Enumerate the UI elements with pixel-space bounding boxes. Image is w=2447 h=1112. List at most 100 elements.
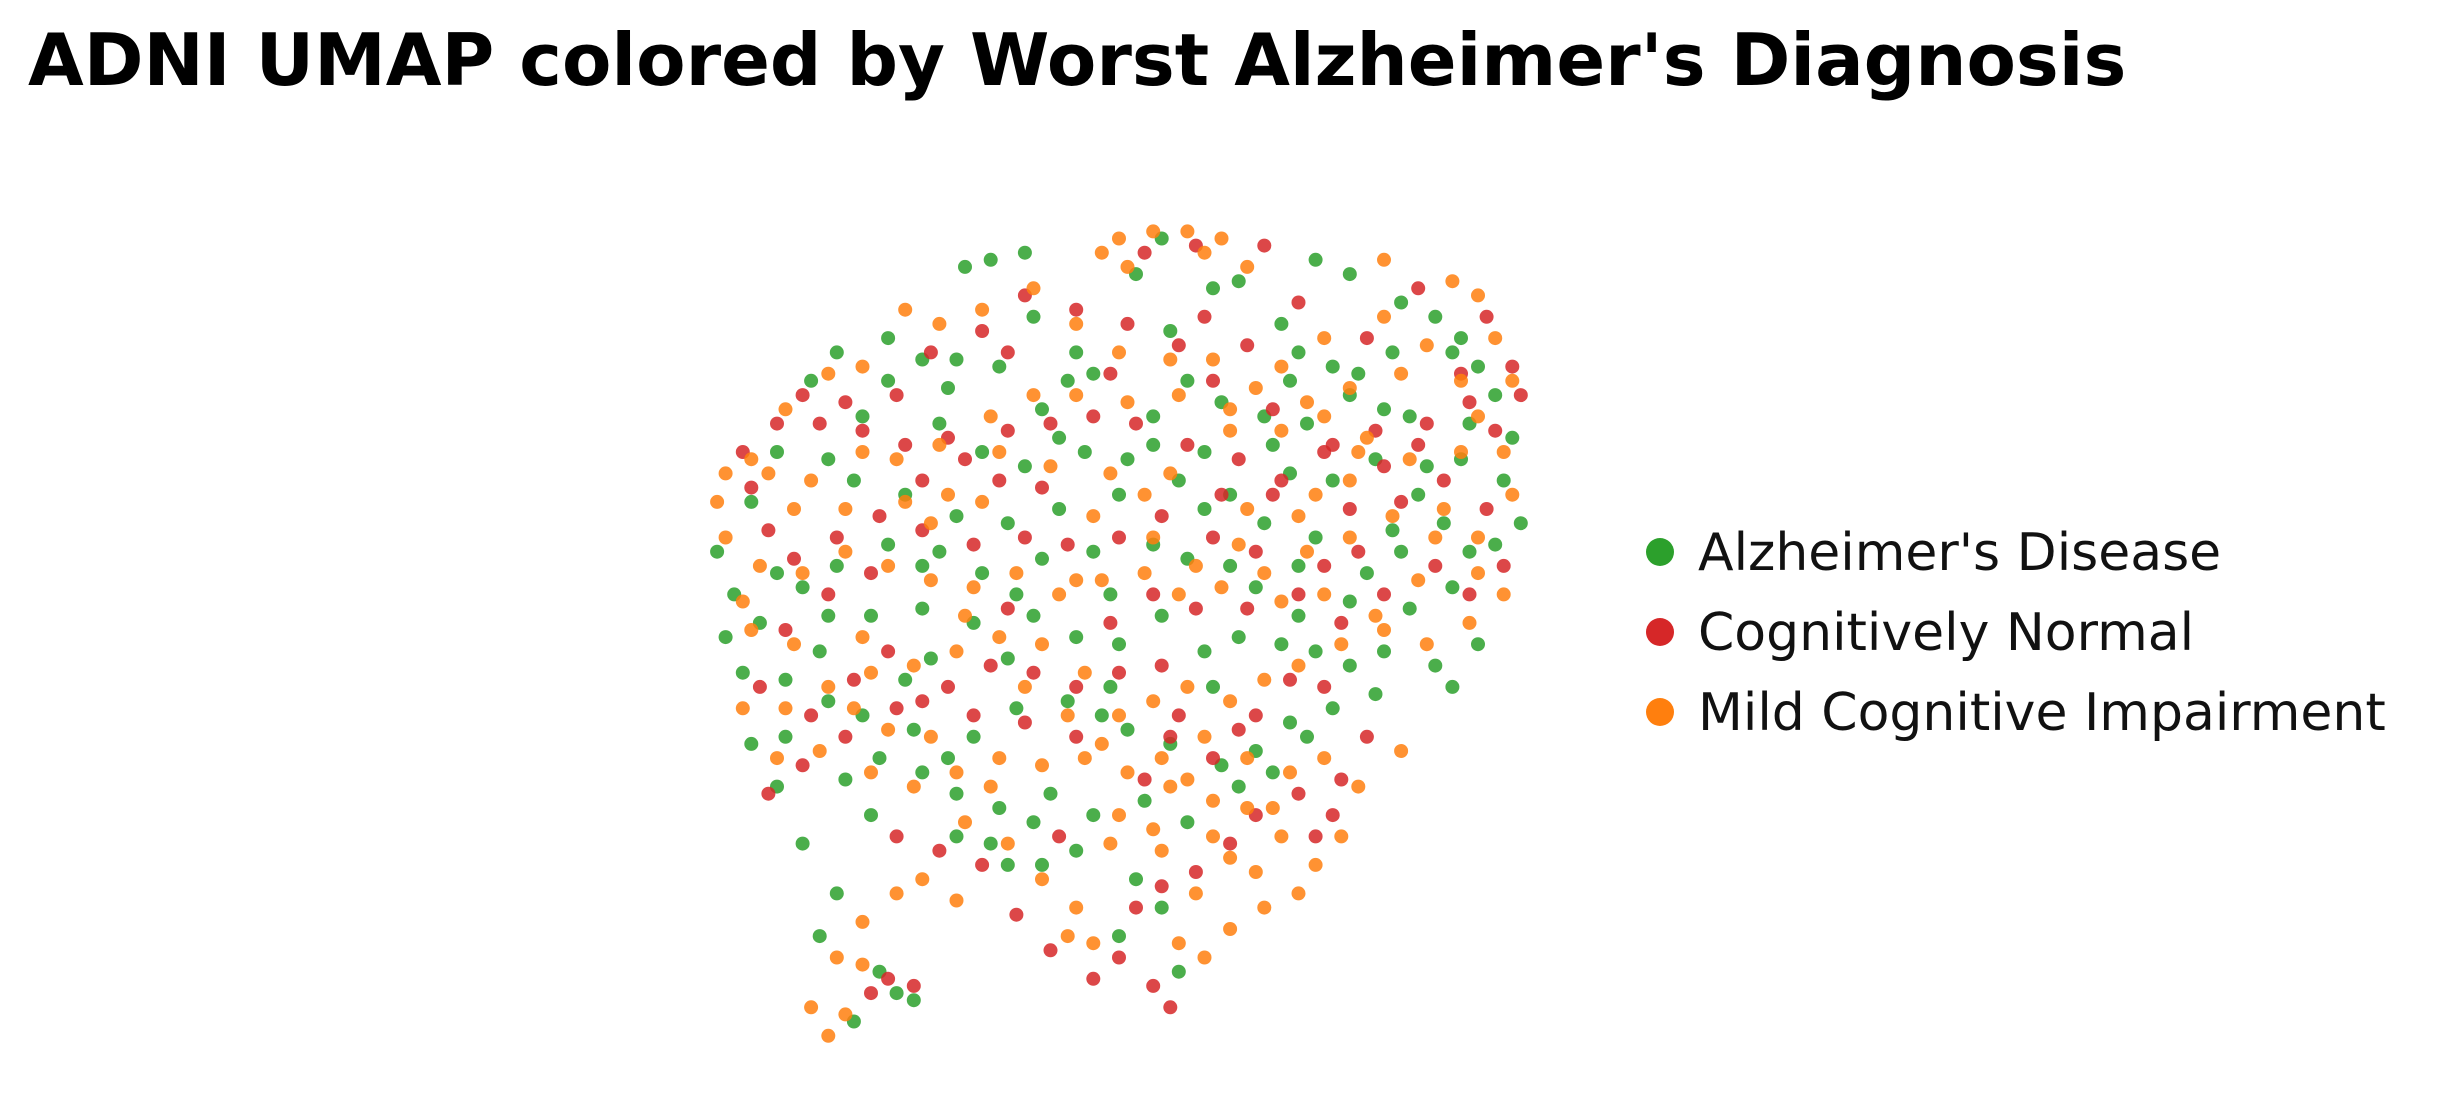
data-point: [872, 751, 887, 766]
data-point: [1257, 566, 1272, 581]
data-point: [898, 494, 913, 509]
data-point: [1274, 359, 1289, 374]
data-point: [1069, 573, 1084, 588]
data-point: [1505, 359, 1520, 374]
data-point: [1086, 808, 1101, 823]
data-point: [915, 694, 930, 709]
data-point: [1094, 245, 1109, 260]
data-point: [1342, 473, 1357, 488]
data-point: [744, 623, 759, 637]
data-point: [1308, 252, 1323, 267]
data-point: [744, 494, 759, 509]
data-point: [812, 644, 827, 659]
data-point: [770, 416, 784, 431]
data-point: [992, 801, 1007, 815]
data-point: [1488, 331, 1503, 346]
data-point: [846, 672, 861, 687]
data-point: [1291, 608, 1306, 623]
data-point: [1274, 423, 1289, 438]
data-point: [838, 1007, 853, 1022]
data-point: [1411, 573, 1426, 588]
legend: Alzheimer's Disease Cognitively Normal Mil…: [1646, 523, 2386, 743]
data-point: [804, 708, 819, 723]
data-point: [1394, 544, 1409, 559]
data-point: [906, 978, 921, 993]
data-point: [1086, 509, 1101, 524]
data-point: [1368, 608, 1383, 623]
data-point: [1496, 587, 1511, 602]
data-point: [1137, 487, 1152, 502]
data-point: [821, 452, 836, 467]
data-point: [1240, 801, 1255, 815]
data-point: [1009, 587, 1024, 602]
data-point: [1291, 587, 1306, 602]
data-point: [787, 502, 801, 516]
data-point: [1471, 566, 1485, 581]
data-point: [1342, 658, 1357, 673]
data-point: [1154, 900, 1169, 915]
data-point: [1206, 793, 1220, 808]
data-point: [1077, 445, 1092, 459]
data-point: [1342, 530, 1357, 545]
data-point: [1052, 430, 1067, 445]
data-point: [1300, 416, 1314, 431]
data-point: [744, 736, 759, 751]
data-point: [1300, 544, 1314, 559]
data-point: [1188, 558, 1203, 573]
data-point: [1231, 537, 1246, 552]
data-point: [1017, 459, 1032, 474]
data-point: [855, 957, 870, 972]
data-point: [1377, 309, 1391, 324]
data-point: [1445, 274, 1460, 289]
data-point: [975, 324, 990, 338]
data-point: [787, 551, 801, 566]
data-point: [1308, 857, 1323, 872]
data-point: [1351, 544, 1366, 559]
data-point: [1334, 829, 1349, 844]
data-point: [1214, 580, 1229, 595]
data-point: [752, 679, 767, 694]
data-point: [855, 630, 870, 645]
data-point: [906, 722, 921, 737]
data-point: [1000, 601, 1015, 616]
data-point: [1248, 580, 1263, 595]
data-point: [804, 473, 819, 488]
data-point: [1377, 644, 1391, 659]
data-point: [1471, 530, 1485, 545]
data-point: [829, 950, 844, 965]
data-point: [1112, 929, 1126, 944]
data-point: [1146, 437, 1161, 452]
data-point: [1146, 530, 1161, 545]
data-point: [1462, 587, 1477, 602]
data-point: [958, 259, 972, 274]
data-point: [1060, 929, 1075, 944]
data-point: [1257, 516, 1272, 531]
data-point: [949, 509, 964, 524]
data-point: [1000, 651, 1015, 666]
data-point: [906, 779, 921, 794]
data-point: [1069, 630, 1084, 645]
data-point: [958, 608, 972, 623]
data-point: [804, 1000, 819, 1015]
data-point: [846, 473, 861, 488]
data-point: [1163, 352, 1178, 367]
data-point: [1274, 316, 1289, 331]
data-point: [1274, 473, 1289, 488]
data-point: [1000, 516, 1015, 531]
data-point: [1334, 615, 1349, 630]
data-point: [1488, 388, 1503, 403]
data-point: [821, 694, 836, 709]
data-point: [889, 829, 904, 844]
data-point: [1231, 452, 1246, 467]
data-point: [881, 331, 896, 346]
data-point: [1385, 509, 1400, 524]
data-point: [1069, 679, 1084, 694]
data-point: [1496, 473, 1511, 488]
data-point: [1436, 473, 1451, 488]
data-point: [855, 409, 870, 424]
data-point: [1077, 665, 1092, 680]
data-point: [1112, 665, 1126, 680]
data-point: [1171, 338, 1186, 353]
data-point: [872, 509, 887, 524]
data-point: [1197, 729, 1212, 744]
